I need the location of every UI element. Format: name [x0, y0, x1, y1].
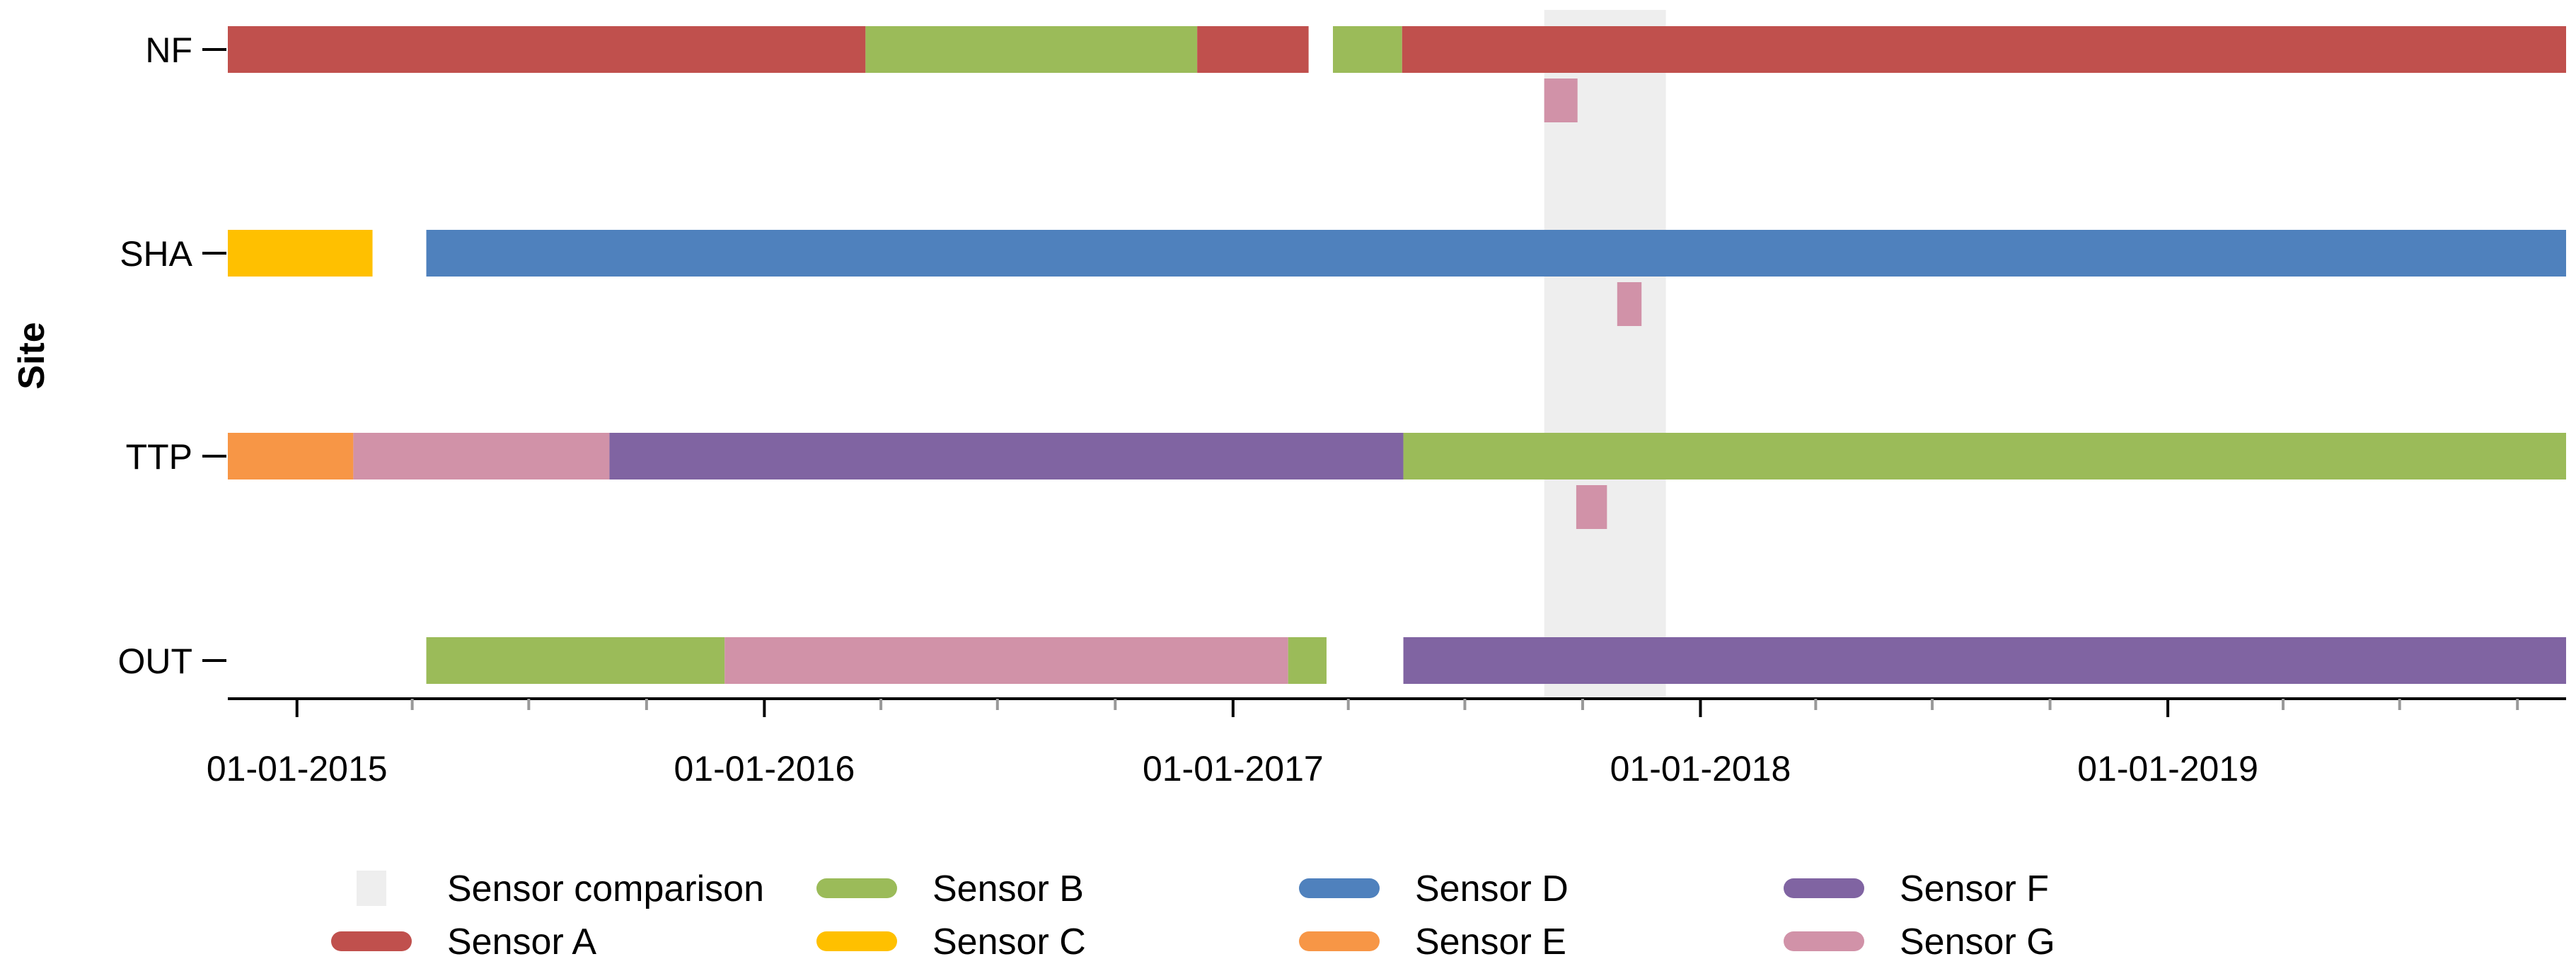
sensor-bars [228, 26, 2566, 684]
y-tick-label-out: OUT [117, 641, 192, 681]
legend-label-sensor-g: Sensor G [1900, 921, 2055, 963]
legend-label-sensor-c: Sensor C [932, 921, 1086, 963]
y-tick-label-sha: SHA [120, 234, 192, 274]
legend-label-sensor-b: Sensor B [932, 868, 1084, 909]
legend-label-sensor-f: Sensor F [1900, 868, 2049, 909]
comparison-shade-layer [1544, 10, 1666, 697]
bar-nf-sensor-a [1402, 26, 2566, 73]
bar-sha-sensor-d [426, 230, 2566, 277]
bar-sha-sensor-c [228, 230, 373, 277]
legend-label-sensor-a: Sensor A [447, 921, 596, 963]
legend-label-sensor-d: Sensor D [1415, 868, 1569, 909]
legend-label-sensor-e: Sensor E [1415, 921, 1566, 963]
y-tick-label-nf: NF [145, 30, 192, 70]
bar-out-sensor-b [426, 637, 725, 684]
bar-out-sensor-b [1288, 637, 1327, 684]
legend-key-sensor-comparison [357, 871, 386, 906]
bar-sha-sensor-g-comparison [1617, 282, 1642, 326]
x-tick-label: 01-01-2016 [674, 749, 855, 789]
x-tick-label: 01-01-2015 [207, 749, 388, 789]
axes: 01-01-2015 01-01-2016 01-01-2017 01-01-2018… [117, 30, 2566, 789]
bar-out-sensor-g [724, 637, 1288, 684]
bar-nf-sensor-b [865, 26, 1198, 73]
y-axis-title: Site [11, 322, 52, 389]
y-tick-label-ttp: TTP [126, 437, 192, 477]
bar-ttp-sensor-f [609, 433, 1404, 479]
bar-out-sensor-f [1403, 637, 2566, 684]
bar-nf-sensor-b [1333, 26, 1402, 73]
legend-label-sensor-comparison: Sensor comparison [447, 868, 764, 909]
bar-ttp-sensor-g-comparison [1576, 485, 1607, 529]
bar-ttp-sensor-e [228, 433, 354, 479]
bar-nf-sensor-a [228, 26, 866, 73]
sensor-comparison-shade [1544, 10, 1666, 697]
bar-nf-sensor-a [1197, 26, 1309, 73]
x-tick-label: 01-01-2018 [1610, 749, 1791, 789]
bar-nf-sensor-g-comparison [1544, 79, 1578, 122]
bar-ttp-sensor-b [1403, 433, 2566, 479]
x-tick-label: 01-01-2019 [2077, 749, 2258, 789]
bar-ttp-sensor-g [353, 433, 610, 479]
legend: Sensor comparison Sensor A Sensor B Sensor … [331, 868, 2055, 963]
x-tick-label: 01-01-2017 [1143, 749, 1324, 789]
